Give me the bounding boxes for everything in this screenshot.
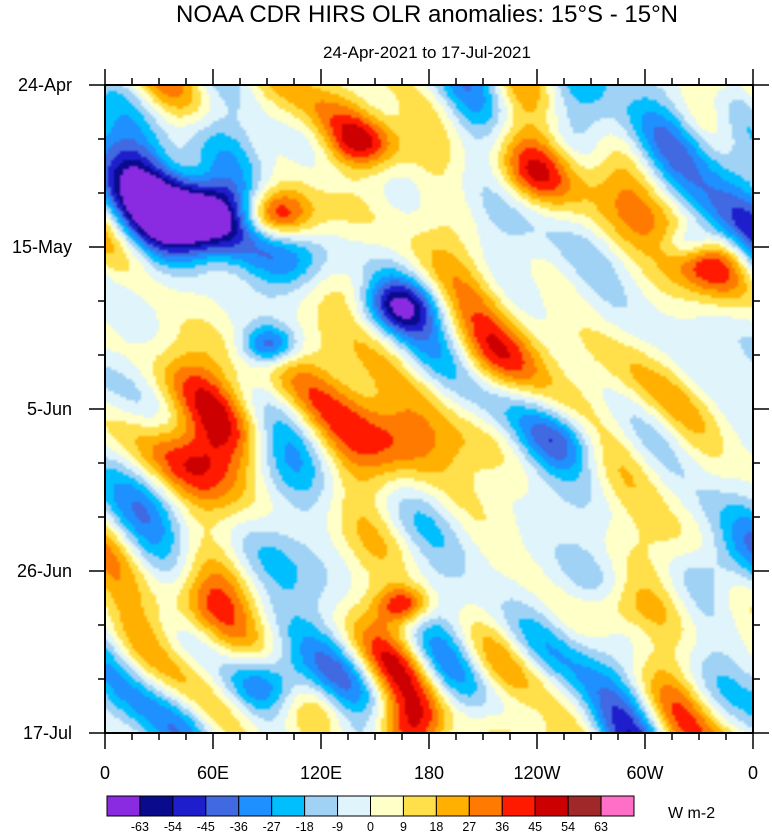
colorbar-label: 36	[495, 820, 509, 834]
colorbar-label: 0	[367, 820, 374, 834]
colorbar-label: -9	[332, 820, 343, 834]
colorbar-swatch	[468, 795, 503, 817]
colorbar-label: -63	[131, 820, 149, 834]
axis-ticks	[89, 69, 769, 749]
colorbar-swatch	[304, 795, 339, 817]
colorbar-swatch	[172, 795, 207, 817]
colorbar-label: -18	[296, 820, 314, 834]
colorbar-swatch	[271, 795, 306, 817]
colorbar-label: 54	[561, 820, 575, 834]
y-tick-label: 5-Jun	[27, 399, 72, 419]
colorbar-swatch	[567, 795, 602, 817]
x-tick-label: 120W	[513, 763, 560, 783]
colorbar-swatch	[139, 795, 174, 817]
x-tick-label: 0	[748, 763, 758, 783]
y-tick-label: 17-Jul	[23, 723, 72, 743]
y-tick-label: 26-Jun	[17, 561, 72, 581]
y-tick-label: 15-May	[12, 237, 72, 257]
x-tick-label: 0	[100, 763, 110, 783]
colorbar-label: 27	[462, 820, 476, 834]
plot-area	[104, 84, 754, 734]
colorbar-swatch	[402, 795, 437, 817]
chart-title: NOAA CDR HIRS OLR anomalies: 15°S - 15°N	[176, 1, 678, 28]
x-tick-label: 60W	[626, 763, 663, 783]
y-tick-label: 24-Apr	[18, 75, 72, 95]
colorbar-swatch	[534, 795, 569, 817]
colorbar-label: -45	[197, 820, 215, 834]
x-tick-label: 180	[414, 763, 444, 783]
colorbar-labels: -63 -54 -45 -36 -27 -18 -9 0 9 18 27 36 45 54 63	[131, 820, 608, 834]
colorbar-swatch	[370, 795, 404, 817]
x-tick-label: 120E	[300, 763, 342, 783]
colorbar-label: 18	[429, 820, 443, 834]
colorbar-label: 45	[528, 820, 542, 834]
colorbar-swatch	[337, 795, 371, 817]
colorbar-label: 63	[594, 820, 608, 834]
colorbar-swatch	[501, 795, 536, 817]
colorbar-swatch	[238, 795, 273, 817]
chart-subtitle: 24-Apr-2021 to 17-Jul-2021	[323, 43, 531, 62]
anomaly-field	[105, 85, 753, 733]
colorbar-label: -36	[230, 820, 248, 834]
colorbar-swatch	[600, 795, 635, 817]
colorbar	[106, 795, 635, 817]
x-tick-labels: 0 60E 120E 180 120W 60W 0	[100, 763, 758, 783]
colorbar-swatch	[435, 795, 470, 817]
colorbar-swatch	[106, 795, 141, 817]
x-tick-label: 60E	[197, 763, 229, 783]
colorbar-label: -27	[263, 820, 281, 834]
y-tick-labels: 24-Apr 15-May 5-Jun 26-Jun 17-Jul	[12, 75, 72, 743]
colorbar-swatch	[205, 795, 240, 817]
colorbar-label: 9	[400, 820, 407, 834]
colorbar-label: -54	[164, 820, 182, 834]
colorbar-units: W m-2	[668, 805, 715, 822]
